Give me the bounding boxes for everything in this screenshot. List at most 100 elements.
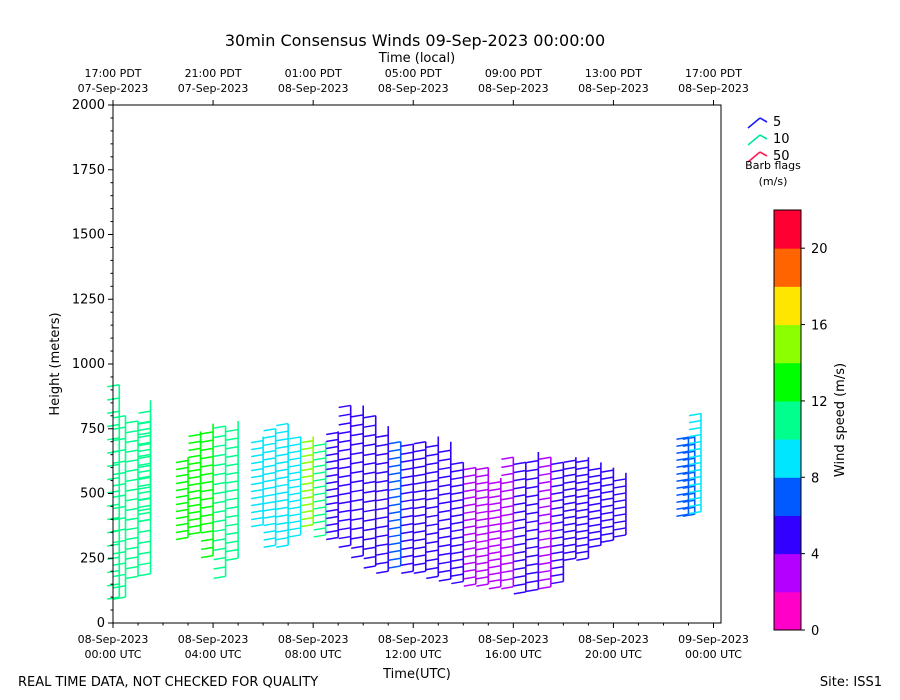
barb-flag [225, 548, 239, 553]
barb-flag [301, 502, 314, 507]
barb-profile [463, 466, 477, 587]
barb-flag [401, 443, 414, 448]
barb-flag [113, 528, 126, 532]
barb-flag [676, 499, 689, 503]
barb-flag [601, 469, 614, 473]
barb-flag [451, 521, 464, 525]
barb-flag [225, 471, 239, 476]
x-tick-label: 00:00 UTC [84, 648, 141, 661]
barb-flag [476, 561, 489, 566]
barb-flag [513, 502, 526, 506]
barb-flag [501, 561, 514, 566]
barb-flag [251, 439, 264, 444]
barb-flag [588, 516, 602, 521]
barb-flag [276, 430, 289, 434]
barb-flag [588, 544, 602, 549]
top-x-tick-label: 08-Sep-2023 [378, 82, 449, 95]
barb-flag [588, 495, 602, 500]
barb-flag [125, 575, 139, 580]
barb-flag [576, 494, 589, 498]
barb-flag [225, 497, 239, 501]
barb-flag [225, 540, 239, 544]
barb-flag [588, 530, 602, 535]
barb-flag [488, 565, 501, 569]
top-x-tick-label: 08-Sep-2023 [678, 82, 749, 95]
barb-flag [338, 439, 351, 444]
barb-flag [451, 580, 464, 585]
barb-flag [263, 435, 276, 439]
barb-flag [338, 430, 351, 435]
barb-flag [288, 513, 301, 517]
barb-flag [601, 511, 614, 515]
barb-profile [376, 426, 390, 574]
barb-flag [276, 483, 289, 488]
barb-flag [326, 529, 339, 534]
barb-flag [488, 481, 501, 485]
barb-flag [513, 591, 526, 595]
barb-flag [488, 495, 501, 499]
barb-flag [501, 569, 514, 574]
barb-flag [263, 500, 276, 505]
barb-flag [426, 470, 439, 475]
barb-flag [263, 479, 276, 483]
barb-profile [476, 466, 490, 587]
barb-flag [263, 529, 276, 534]
barb-flag [313, 513, 326, 517]
top-x-tick-label: 07-Sep-2023 [78, 82, 149, 95]
barb-flag [682, 478, 695, 482]
barb-flag [351, 451, 364, 456]
barb-flag [526, 554, 539, 558]
barb-flag [175, 536, 189, 541]
barb-flag [225, 437, 239, 441]
barb-flag [200, 464, 214, 468]
barb-flag [388, 526, 401, 530]
barb-flag [326, 501, 339, 506]
barb-flag [688, 440, 702, 445]
barb-flag [463, 583, 476, 587]
barb-flag [413, 562, 426, 566]
barb-flag [463, 481, 476, 485]
barb-profile [563, 457, 577, 561]
barb-flag [463, 474, 476, 478]
barb-flag [376, 452, 389, 457]
barb-profile [200, 423, 214, 559]
barb-flag [313, 485, 326, 489]
y-tick-label: 2000 [72, 98, 105, 113]
barb-flag [125, 478, 139, 482]
barb-flag [526, 494, 539, 498]
barb-flag [551, 521, 564, 525]
barb-flag [263, 471, 276, 476]
barb-flag [388, 464, 401, 468]
barb-flag [376, 525, 389, 529]
barb-flag [551, 558, 564, 562]
barb-flag [363, 433, 376, 438]
barb-flag [225, 445, 239, 450]
barb-flag [376, 507, 389, 511]
barb-flag [401, 499, 414, 503]
barb-flag [326, 445, 339, 450]
barb-flag [113, 460, 126, 464]
barb-flag [463, 561, 476, 566]
barb-flag [376, 443, 389, 448]
legend-barb-flag [759, 151, 768, 157]
barb-flag [413, 481, 426, 485]
x-tick-label: 08-Sep-2023 [578, 633, 649, 646]
barb-flag [551, 461, 564, 466]
barb-flag [688, 468, 702, 473]
barb-flag [463, 554, 476, 558]
barb-profile [488, 477, 502, 590]
barb-flag [263, 457, 276, 461]
barb-flag [125, 420, 139, 424]
barb-flag [251, 516, 264, 521]
chart-title: 30min Consensus Winds 09-Sep-2023 00:00:… [225, 31, 605, 50]
barb-flag [338, 518, 351, 522]
barb-flag [113, 505, 126, 510]
barb-flag [563, 557, 577, 561]
barb-flag [276, 422, 289, 427]
barb-flag [513, 550, 526, 555]
barb-flag [613, 534, 627, 538]
barb-profile [576, 457, 590, 561]
barb-profile [601, 467, 615, 543]
barb-flag [513, 526, 526, 530]
barb-flag [388, 487, 401, 492]
